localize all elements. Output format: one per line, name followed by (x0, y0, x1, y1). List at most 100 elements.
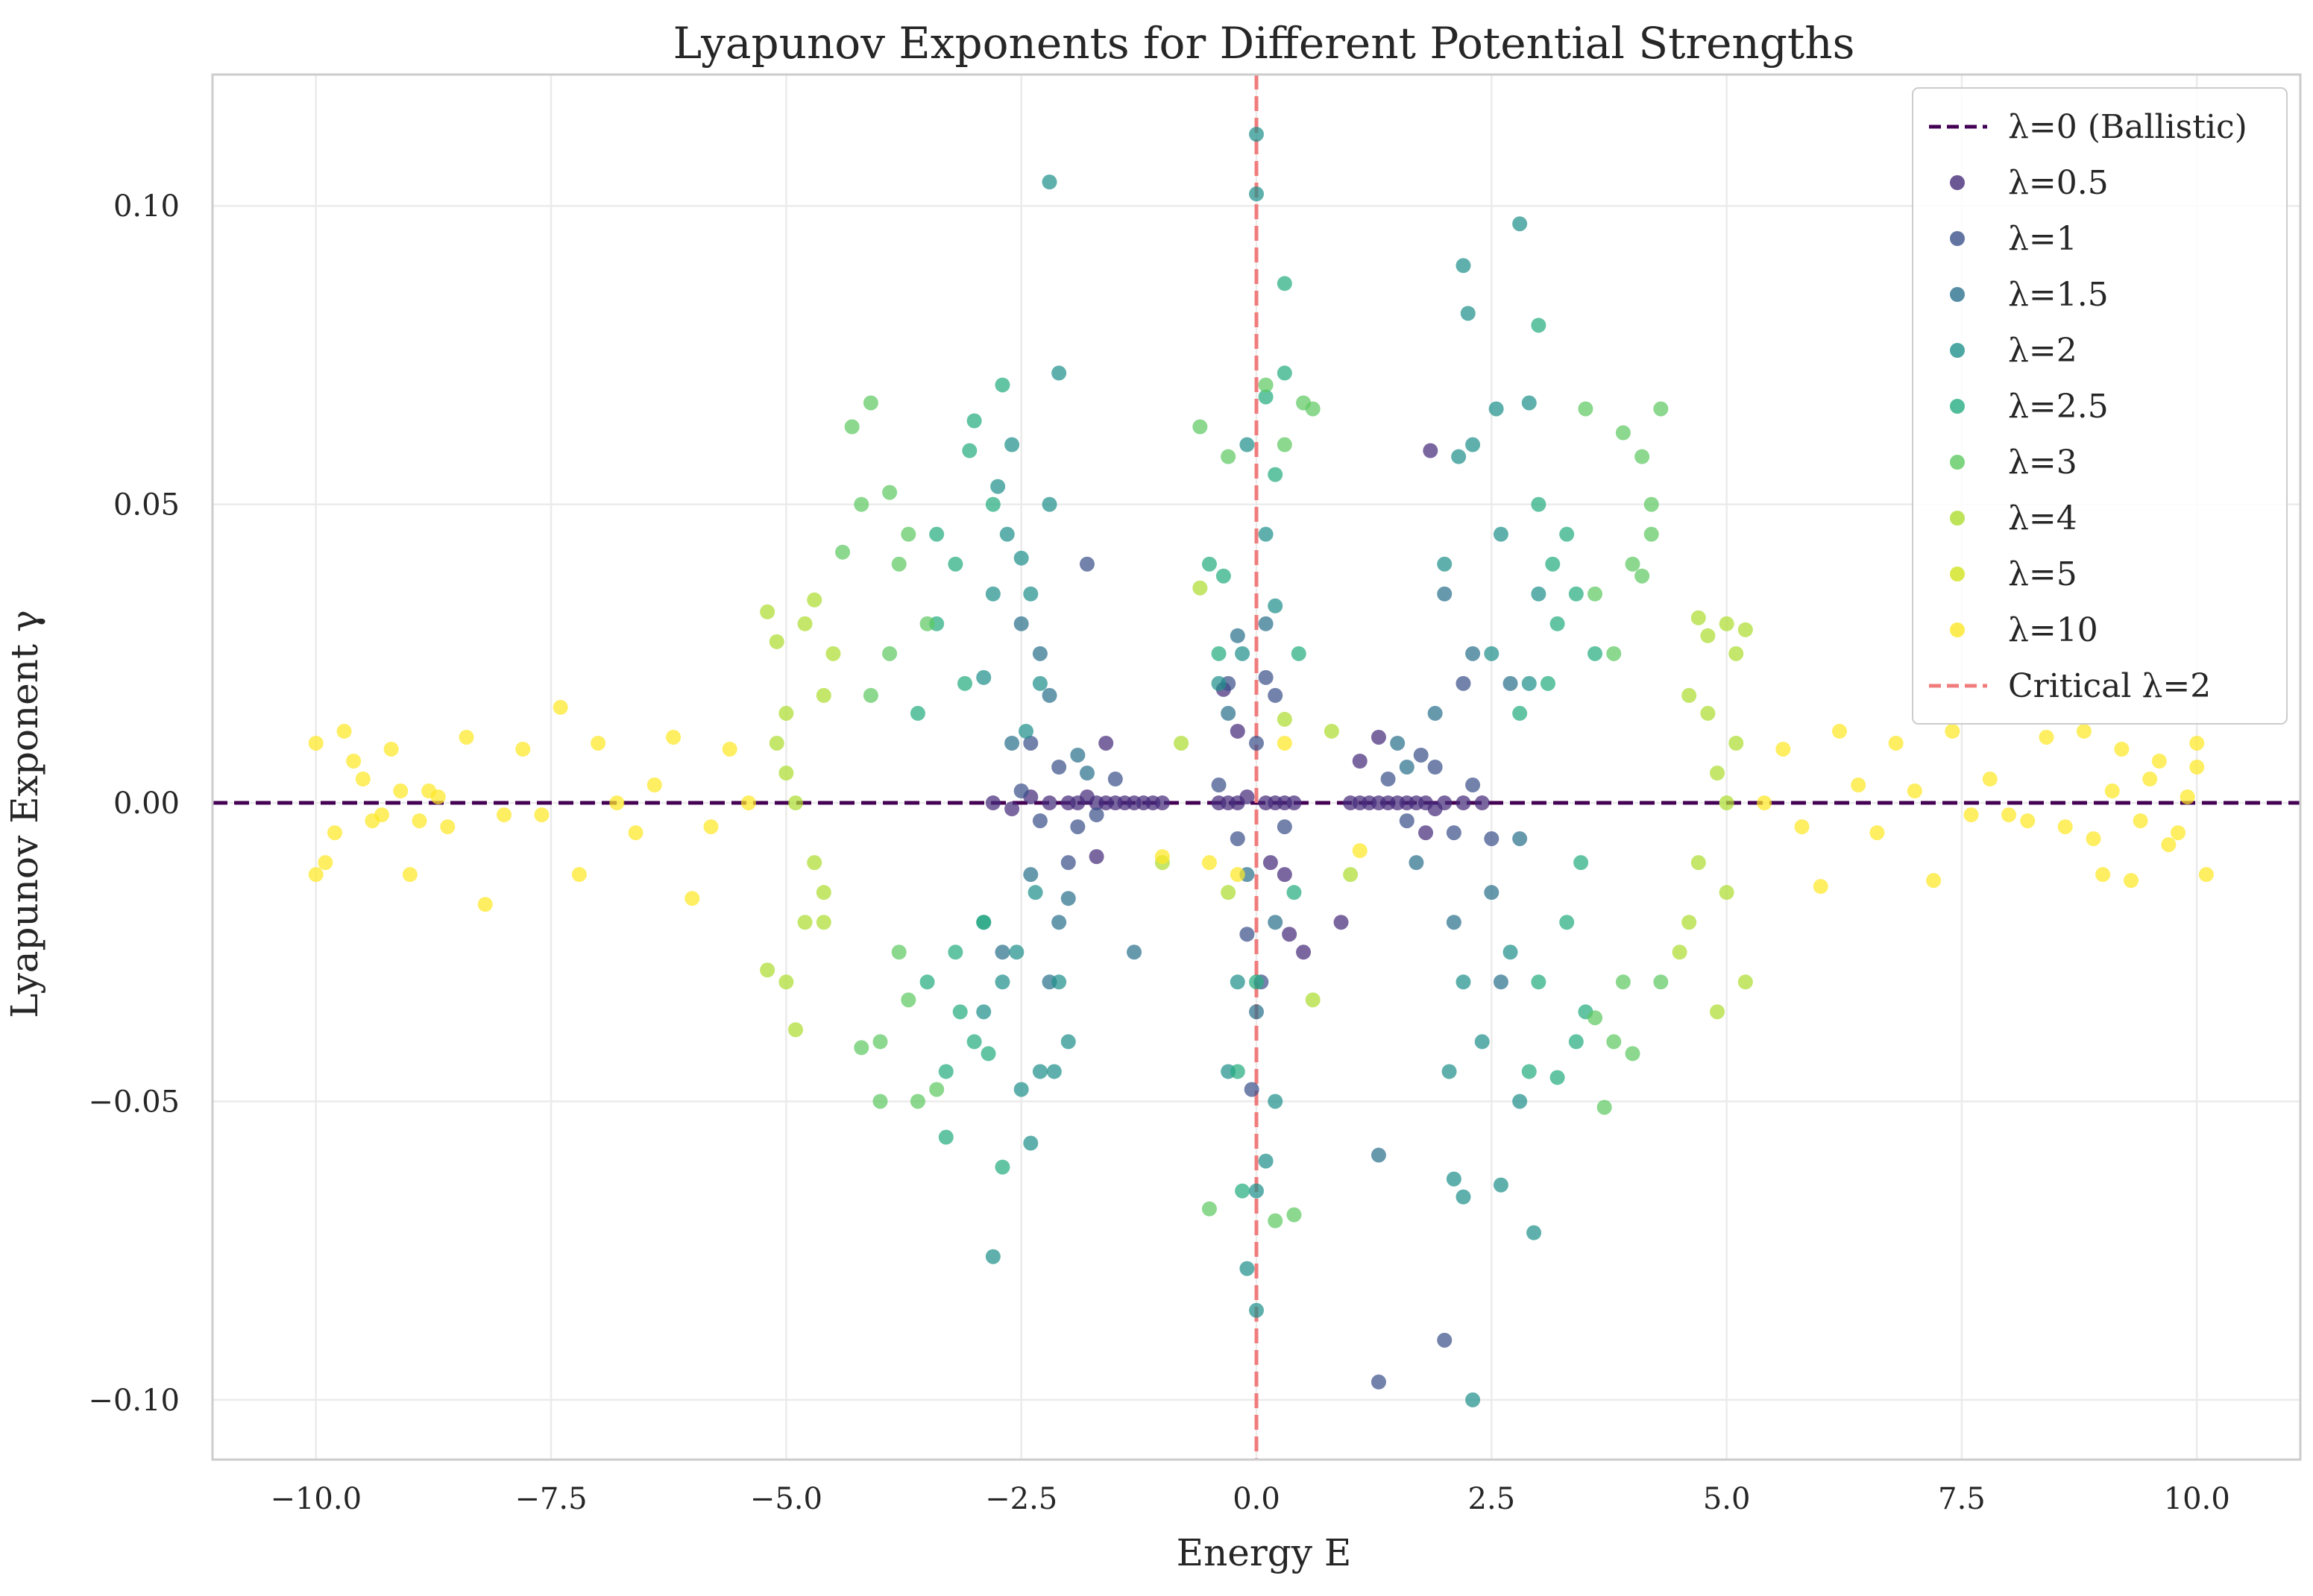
scatter-point (1089, 807, 1104, 823)
scatter-point (1775, 741, 1791, 757)
scatter-point (1249, 1004, 1264, 1020)
scatter-point (1474, 1034, 1490, 1050)
scatter-point (1437, 586, 1453, 602)
scatter-point (1888, 735, 1904, 751)
scatter-point (1079, 766, 1095, 781)
scatter-point (938, 1064, 954, 1079)
scatter-point (1230, 867, 1245, 883)
scatter-point (1907, 783, 1922, 799)
scatter-point (1521, 1064, 1537, 1079)
scatter-point (1474, 795, 1490, 811)
scatter-point (685, 891, 700, 906)
scatter-point (459, 729, 474, 745)
scatter-point (1262, 855, 1278, 871)
scatter-point (1390, 735, 1406, 751)
scatter-point (1070, 819, 1086, 835)
scatter-point (1230, 628, 1245, 643)
scatter-point (1502, 944, 1518, 960)
scatter-point (591, 735, 606, 751)
scatter-point (1305, 401, 1321, 417)
scatter-point (1046, 1064, 1062, 1079)
x-tick-label: −7.5 (514, 1482, 587, 1516)
plot-frame (211, 73, 2302, 1461)
scatter-point (412, 813, 427, 829)
scatter-point (1230, 974, 1245, 990)
legend-label: λ=2 (2008, 332, 2077, 370)
scatter-point (952, 1004, 968, 1020)
scatter-point (1154, 849, 1170, 865)
scatter-point (1851, 778, 1866, 793)
scatter-point (1127, 944, 1142, 960)
chart-title: Lyapunov Exponents for Different Potenti… (673, 18, 1855, 69)
scatter-point (440, 819, 456, 835)
scatter-point (1465, 646, 1481, 661)
scatter-point (1531, 974, 1546, 990)
scatter-point (1028, 885, 1043, 900)
scatter-point (1615, 425, 1631, 441)
legend-label: λ=1.5 (2008, 276, 2109, 314)
scatter-point (346, 753, 362, 769)
scatter-point (2171, 825, 2186, 841)
scatter-point (1531, 586, 1546, 602)
scatter-point (1681, 687, 1697, 703)
legend-marker (1950, 175, 1965, 190)
x-tick-labels: −10.0 −7.5 −5.0 −2.5 0.0 2.5 5.0 7.5 10.0 (270, 1482, 2229, 1516)
scatter-point (816, 687, 831, 703)
scatter-point (2142, 772, 2158, 787)
scatter-point (1051, 974, 1067, 990)
scatter-point (985, 1249, 1001, 1264)
scatter-point (1211, 675, 1227, 691)
scatter-point (1042, 174, 1057, 190)
scatter-point (1013, 1082, 1029, 1097)
scatter-point (318, 855, 333, 871)
scatter-point (1488, 401, 1504, 417)
scatter-point (1042, 496, 1057, 512)
scatter-point (835, 544, 851, 560)
scatter-point (1587, 646, 1603, 661)
scatter-point (844, 419, 860, 435)
scatter-point (995, 1159, 1010, 1175)
scatter-point (2057, 819, 2073, 835)
scatter-point (1380, 772, 1396, 787)
scatter-point (1606, 646, 1622, 661)
scatter-point (703, 819, 719, 835)
legend-marker (1950, 567, 1965, 581)
scatter-point (383, 741, 399, 757)
scatter-point (1465, 1392, 1481, 1407)
scatter-point (1399, 760, 1414, 775)
scatter-point (1192, 419, 1208, 435)
scatter-point (1945, 723, 1960, 739)
scatter-point (1004, 801, 1020, 817)
scatter-point (2001, 807, 2017, 823)
scatter-point (1032, 675, 1048, 691)
scatter-point (1249, 186, 1264, 202)
scatter-point (1239, 437, 1255, 452)
legend-label: λ=4 (2008, 499, 2077, 537)
scatter-point (1211, 778, 1227, 793)
scatter-point (1869, 825, 1885, 841)
scatter-point (1493, 974, 1508, 990)
y-tick-label: 0.00 (113, 786, 180, 821)
scatter-point (1625, 1046, 1640, 1062)
scatter-point (1653, 401, 1669, 417)
scatter-point (1239, 927, 1255, 942)
scatter-point (1813, 879, 1828, 895)
scatter-point (985, 496, 1001, 512)
legend-marker (1950, 287, 1965, 302)
scatter-point (2180, 789, 2195, 805)
scatter-point (1587, 1010, 1603, 1026)
scatter-point (2076, 723, 2092, 739)
scatter-point (778, 766, 794, 781)
scatter-point (1493, 1177, 1508, 1193)
scatter-point (1352, 843, 1368, 859)
scatter-point (2104, 783, 2120, 799)
scatter-point (1568, 586, 1584, 602)
scatter-point (1549, 616, 1565, 631)
legend-marker (1950, 399, 1965, 414)
x-tick-label: −2.5 (985, 1482, 1057, 1516)
scatter-point (1371, 729, 1386, 745)
scatter-point (1032, 813, 1048, 829)
y-tick-label: 0.10 (113, 189, 180, 224)
scatter-point (1719, 616, 1734, 631)
scatter-point (1286, 795, 1302, 811)
